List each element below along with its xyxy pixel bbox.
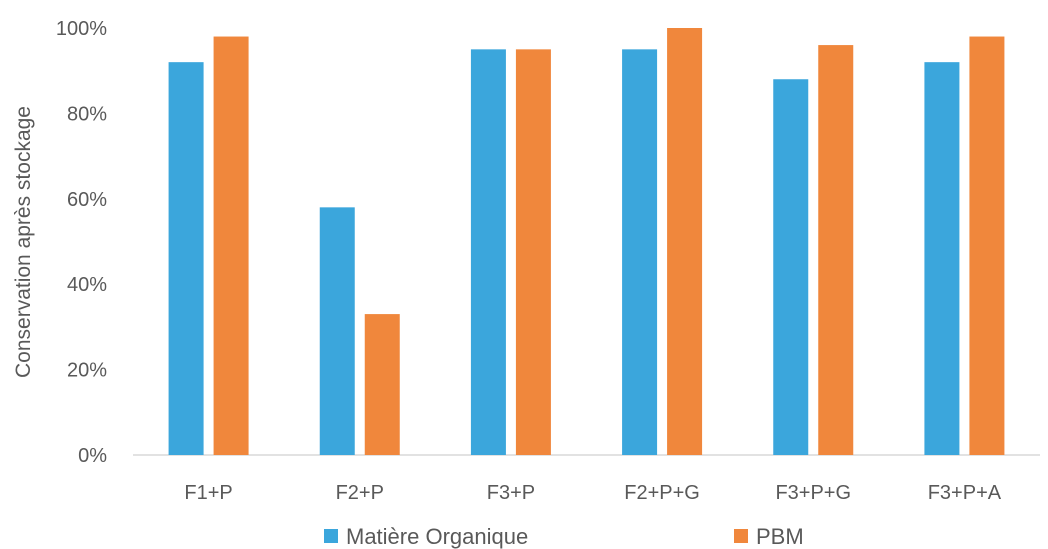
- legend-swatch: [734, 529, 748, 543]
- y-axis-ticks: 0% 20% 40% 60% 80% 100%: [56, 18, 107, 467]
- y-tick-label: 80%: [67, 103, 107, 125]
- bar-pbm-5: [818, 45, 854, 455]
- x-category-label: F2+P: [336, 482, 384, 504]
- x-category-label: F3+P+A: [928, 482, 1002, 504]
- bar-pbm-3: [515, 49, 551, 455]
- x-category-label: F3+P: [487, 482, 535, 504]
- y-tick-label: 20%: [67, 360, 107, 382]
- bar-matiere-organique-6: [924, 62, 960, 455]
- bar-pbm-2: [364, 314, 400, 455]
- legend: Matière Organique PBM: [324, 524, 804, 549]
- y-tick-label: 40%: [67, 274, 107, 296]
- bar-matiere-organique-4: [622, 49, 658, 455]
- bar-matiere-organique-3: [470, 49, 506, 455]
- y-tick-label: 100%: [56, 18, 107, 40]
- bar-matiere-organique-2: [319, 207, 355, 455]
- y-tick-label: 0%: [78, 445, 107, 467]
- x-category-label: F1+P: [184, 482, 232, 504]
- bars: [168, 28, 1005, 456]
- bar-matiere-organique-5: [773, 79, 809, 456]
- bar-pbm-6: [969, 36, 1005, 455]
- legend-label: PBM: [756, 524, 804, 549]
- legend-swatch: [324, 529, 338, 543]
- x-category-label: F2+P+G: [624, 482, 700, 504]
- y-tick-label: 60%: [67, 189, 107, 211]
- x-category-label: F3+P+G: [775, 482, 851, 504]
- legend-label: Matière Organique: [346, 524, 528, 549]
- x-axis-category-labels: F1+P F2+P F3+P F2+P+G F3+P+G F3+P+A: [184, 482, 1001, 504]
- bar-pbm-1: [213, 36, 249, 455]
- bar-pbm-4: [667, 28, 703, 455]
- y-axis-title: Conservation après stockage: [12, 106, 35, 378]
- bar-matiere-organique-1: [168, 62, 204, 455]
